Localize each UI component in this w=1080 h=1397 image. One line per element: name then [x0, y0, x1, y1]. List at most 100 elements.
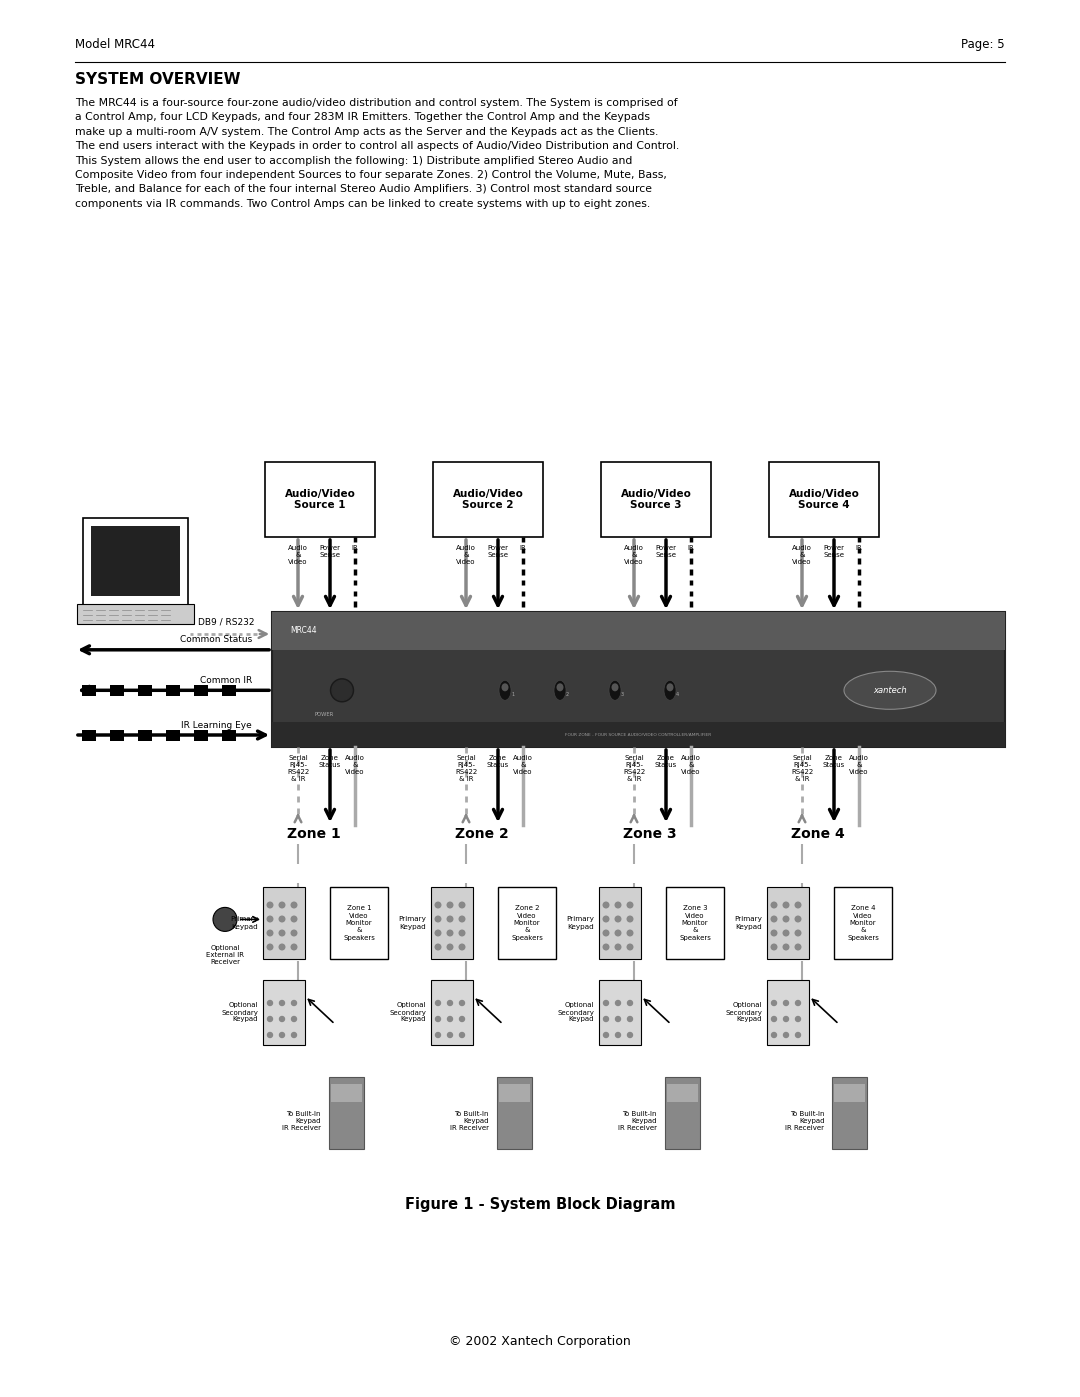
FancyBboxPatch shape — [666, 887, 724, 958]
Circle shape — [435, 930, 441, 936]
FancyBboxPatch shape — [431, 981, 473, 1045]
Circle shape — [459, 1017, 464, 1021]
Circle shape — [783, 1017, 788, 1021]
Text: Audio
&
Video: Audio & Video — [624, 545, 644, 564]
Circle shape — [616, 916, 621, 922]
Circle shape — [280, 930, 285, 936]
Circle shape — [616, 1032, 621, 1038]
Circle shape — [783, 902, 788, 908]
FancyBboxPatch shape — [222, 729, 237, 740]
Circle shape — [292, 1000, 297, 1006]
Text: To Built-In
Keypad
IR Receiver: To Built-In Keypad IR Receiver — [449, 1111, 488, 1132]
FancyBboxPatch shape — [498, 887, 556, 958]
FancyBboxPatch shape — [497, 1077, 531, 1148]
FancyBboxPatch shape — [138, 685, 152, 696]
Text: Audio/Video
Source 3: Audio/Video Source 3 — [621, 489, 691, 510]
Text: Zone 2
Video
Monitor
&
Speakers: Zone 2 Video Monitor & Speakers — [511, 905, 543, 942]
Text: SYSTEM OVERVIEW: SYSTEM OVERVIEW — [75, 73, 241, 87]
Circle shape — [627, 944, 633, 950]
Text: Zone
Status: Zone Status — [654, 754, 677, 768]
FancyBboxPatch shape — [664, 1077, 700, 1148]
Text: Zone 3
Video
Monitor
&
Speakers: Zone 3 Video Monitor & Speakers — [679, 905, 711, 942]
Circle shape — [447, 902, 453, 908]
Text: Audio
&
Video: Audio & Video — [288, 545, 308, 564]
Text: Page: 5: Page: 5 — [961, 38, 1005, 52]
Circle shape — [459, 902, 464, 908]
FancyBboxPatch shape — [166, 685, 180, 696]
Circle shape — [268, 1032, 272, 1038]
FancyBboxPatch shape — [666, 1084, 698, 1102]
Circle shape — [267, 944, 273, 950]
FancyBboxPatch shape — [600, 462, 711, 536]
Text: Audio
&
Video: Audio & Video — [849, 754, 869, 775]
Circle shape — [447, 916, 453, 922]
Circle shape — [616, 1017, 621, 1021]
Circle shape — [627, 1032, 633, 1038]
Text: Zone 1: Zone 1 — [287, 827, 341, 841]
Circle shape — [604, 1000, 608, 1006]
Circle shape — [435, 1032, 441, 1038]
Text: Audio
&
Video: Audio & Video — [681, 754, 701, 775]
Text: Model MRC44: Model MRC44 — [75, 38, 156, 52]
Circle shape — [292, 902, 297, 908]
Text: Optional
Secondary
Keypad: Optional Secondary Keypad — [221, 1003, 258, 1023]
Text: Audio
&
Video: Audio & Video — [792, 545, 812, 564]
Text: IR: IR — [352, 545, 359, 550]
Circle shape — [280, 1017, 284, 1021]
Circle shape — [783, 944, 788, 950]
Circle shape — [616, 1000, 621, 1006]
Text: Zone 3: Zone 3 — [623, 827, 677, 841]
Text: 3: 3 — [621, 692, 624, 697]
Text: DB9 / RS232: DB9 / RS232 — [199, 617, 255, 626]
Circle shape — [268, 1017, 272, 1021]
Circle shape — [280, 944, 285, 950]
FancyBboxPatch shape — [77, 604, 193, 624]
Circle shape — [771, 930, 777, 936]
Circle shape — [783, 930, 788, 936]
Circle shape — [771, 902, 777, 908]
FancyBboxPatch shape — [82, 518, 188, 606]
Text: MRC44: MRC44 — [291, 626, 316, 634]
Circle shape — [771, 1000, 777, 1006]
Circle shape — [447, 1032, 453, 1038]
Circle shape — [604, 1032, 608, 1038]
Circle shape — [459, 1000, 464, 1006]
FancyBboxPatch shape — [82, 685, 96, 696]
Text: Audio
&
Video: Audio & Video — [456, 545, 476, 564]
FancyBboxPatch shape — [833, 1077, 867, 1148]
Text: IR: IR — [855, 545, 862, 550]
Text: Audio/Video
Source 1: Audio/Video Source 1 — [284, 489, 355, 510]
Ellipse shape — [664, 680, 676, 700]
Ellipse shape — [501, 683, 509, 692]
Circle shape — [783, 916, 788, 922]
FancyBboxPatch shape — [264, 981, 305, 1045]
FancyBboxPatch shape — [769, 462, 879, 536]
Text: Zone 2: Zone 2 — [455, 827, 509, 841]
Circle shape — [332, 680, 352, 700]
Ellipse shape — [609, 680, 621, 700]
Text: Common Status: Common Status — [179, 636, 252, 644]
Text: Audio/Video
Source 2: Audio/Video Source 2 — [453, 489, 524, 510]
Circle shape — [435, 944, 441, 950]
Circle shape — [447, 944, 453, 950]
Text: Common IR: Common IR — [200, 676, 252, 685]
Circle shape — [795, 902, 800, 908]
Circle shape — [435, 916, 441, 922]
Text: FOUR ZONE - FOUR SOURCE AUDIO/VIDEO CONTROLLER/AMPLIFIER: FOUR ZONE - FOUR SOURCE AUDIO/VIDEO CONT… — [565, 733, 711, 738]
Circle shape — [267, 930, 273, 936]
Circle shape — [795, 916, 800, 922]
Circle shape — [796, 1017, 800, 1021]
Circle shape — [796, 1000, 800, 1006]
FancyBboxPatch shape — [194, 685, 208, 696]
Circle shape — [280, 1000, 284, 1006]
Ellipse shape — [611, 683, 619, 692]
Text: To Built-In
Keypad
IR Receiver: To Built-In Keypad IR Receiver — [282, 1111, 321, 1132]
Text: 4: 4 — [676, 692, 679, 697]
FancyBboxPatch shape — [499, 1084, 529, 1102]
Circle shape — [627, 930, 633, 936]
Text: Zone
Status: Zone Status — [319, 754, 341, 768]
FancyBboxPatch shape — [82, 729, 96, 740]
Ellipse shape — [666, 683, 674, 692]
Circle shape — [435, 902, 441, 908]
Text: 2: 2 — [566, 692, 569, 697]
